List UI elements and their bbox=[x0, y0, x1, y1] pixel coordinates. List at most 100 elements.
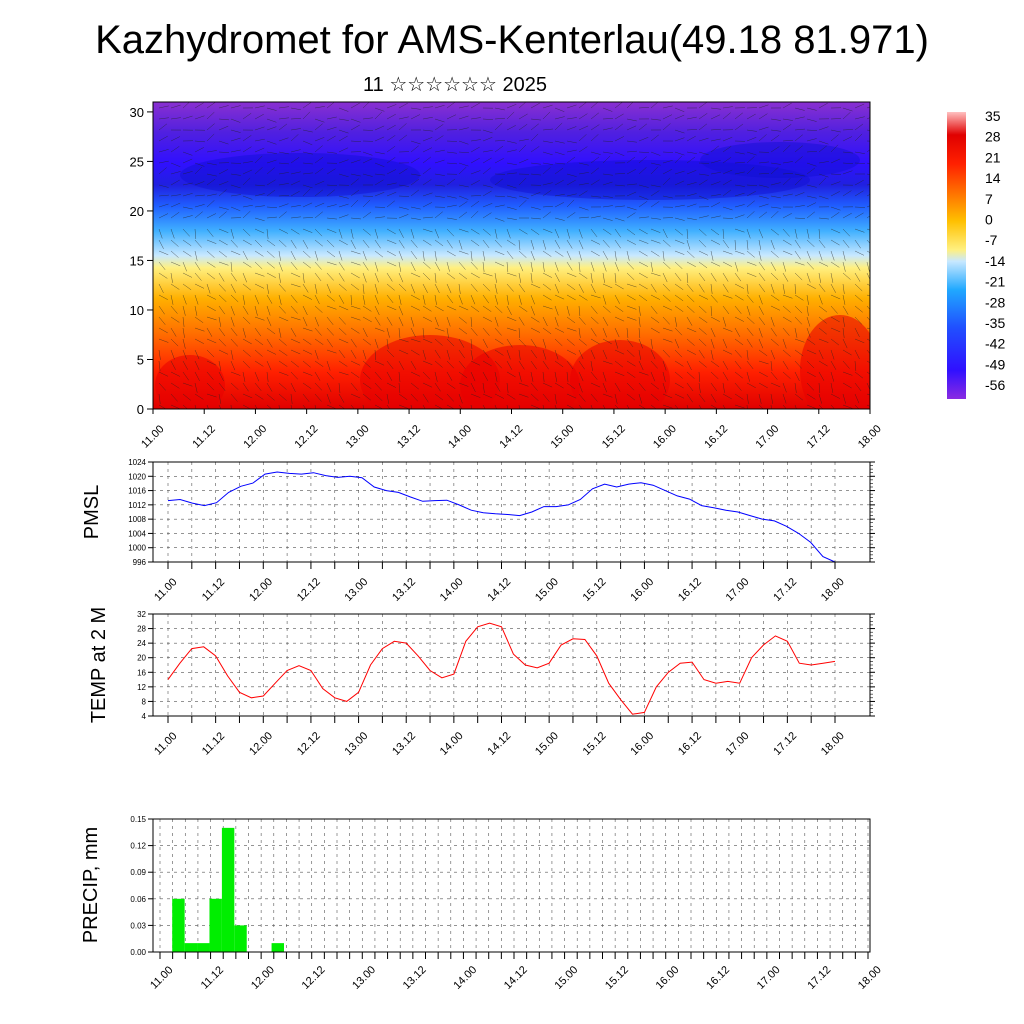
wind-barb bbox=[662, 261, 671, 269]
wind-barb bbox=[638, 184, 649, 188]
wind-barb bbox=[362, 239, 370, 249]
wind-barb bbox=[830, 228, 841, 234]
wind-barb bbox=[734, 393, 744, 400]
wind-barb bbox=[722, 272, 729, 282]
wind-barb bbox=[206, 150, 217, 153]
wind-barb bbox=[302, 129, 313, 133]
wind-barb bbox=[458, 211, 468, 219]
wind-barb bbox=[266, 338, 273, 348]
wind-barb bbox=[818, 283, 826, 293]
wind-barb bbox=[218, 125, 229, 131]
xtick-label: 11.12 bbox=[200, 576, 227, 603]
wind-barb bbox=[578, 360, 585, 370]
wind-barb bbox=[482, 349, 490, 359]
wind-barb bbox=[422, 349, 427, 360]
wind-barb bbox=[614, 261, 620, 272]
wind-barb bbox=[434, 250, 437, 261]
heatmap-xtick-label: 18.00 bbox=[856, 423, 884, 451]
wind-barb bbox=[710, 107, 721, 110]
wind-barb bbox=[302, 371, 313, 376]
wind-barb bbox=[350, 102, 360, 109]
wind-barb bbox=[638, 382, 646, 391]
wind-barb bbox=[806, 138, 817, 142]
xtick-label: 17.00 bbox=[755, 964, 783, 992]
wind-barb bbox=[566, 272, 577, 277]
wind-barb bbox=[530, 316, 540, 323]
wind-barb bbox=[782, 294, 793, 299]
wind-barb bbox=[590, 102, 599, 109]
wind-barb bbox=[182, 316, 185, 327]
wind-barb bbox=[758, 104, 769, 109]
wind-barb bbox=[302, 217, 313, 219]
wind-barb bbox=[170, 117, 181, 120]
wind-barb bbox=[674, 170, 685, 175]
wind-barb bbox=[650, 327, 660, 334]
wind-barb bbox=[302, 239, 309, 249]
wind-barb bbox=[350, 124, 360, 131]
wind-barb bbox=[350, 382, 358, 391]
wind-barb bbox=[218, 250, 228, 258]
wind-barb bbox=[170, 371, 181, 377]
wind-barb bbox=[782, 360, 789, 370]
wind-barb bbox=[722, 283, 729, 293]
wind-barb bbox=[266, 239, 276, 247]
wind-barb bbox=[482, 250, 486, 261]
wind-barb bbox=[494, 140, 505, 142]
wind-barb bbox=[242, 294, 246, 305]
wind-barb bbox=[458, 184, 469, 188]
wind-barb bbox=[254, 147, 265, 153]
wind-barb bbox=[326, 184, 337, 186]
wind-barb bbox=[314, 118, 325, 123]
wind-barb bbox=[518, 138, 529, 142]
wind-barb bbox=[194, 349, 200, 360]
wind-barb bbox=[794, 382, 797, 393]
temp-grid bbox=[153, 613, 870, 717]
wind-barb bbox=[698, 261, 708, 269]
wind-barb bbox=[794, 145, 803, 153]
wind-barb bbox=[230, 105, 241, 109]
wind-barb bbox=[782, 144, 791, 153]
wind-barb bbox=[530, 206, 541, 210]
wind-barb bbox=[842, 338, 848, 349]
wind-barb bbox=[782, 316, 792, 323]
wind-barb bbox=[590, 349, 596, 360]
wind-barb bbox=[866, 371, 870, 375]
wind-barb bbox=[386, 145, 396, 153]
wind-barb bbox=[770, 162, 781, 165]
wind-barb bbox=[470, 305, 480, 313]
wind-barb bbox=[194, 371, 200, 381]
wind-barb bbox=[518, 195, 529, 199]
xtick-label: 17.00 bbox=[724, 730, 752, 758]
wind-barb bbox=[362, 117, 373, 120]
wind-barb bbox=[746, 211, 755, 219]
wind-barb bbox=[842, 239, 850, 249]
wind-barb bbox=[782, 178, 791, 186]
wind-barb bbox=[674, 129, 685, 134]
wind-barb bbox=[530, 305, 535, 316]
wind-barb bbox=[818, 360, 828, 367]
wind-barb bbox=[842, 272, 851, 280]
wind-barb bbox=[398, 123, 407, 131]
wind-barb bbox=[626, 261, 635, 270]
wind-barb bbox=[602, 382, 608, 393]
wind-barb bbox=[722, 349, 733, 355]
precip-bar bbox=[172, 898, 185, 952]
wind-barb bbox=[650, 404, 657, 409]
wind-barb bbox=[866, 117, 870, 120]
wind-barb bbox=[686, 382, 694, 392]
xtick-label: 16.00 bbox=[654, 964, 682, 992]
wind-barb bbox=[290, 107, 301, 111]
wind-barb bbox=[554, 179, 564, 186]
wind-barb bbox=[350, 294, 352, 305]
wind-barb bbox=[182, 193, 193, 197]
wind-barb bbox=[350, 316, 361, 321]
heatmap-x-axis: 11.00 11.12 12.00 12.12 13.00 13.12 14.00 14.12… bbox=[139, 409, 884, 451]
wind-barb bbox=[638, 201, 648, 208]
ytick-label: 1020 bbox=[128, 472, 146, 481]
wind-barb bbox=[386, 228, 396, 235]
wind-barb bbox=[242, 210, 251, 219]
heatmap-xtick-label: 14.12 bbox=[497, 423, 525, 451]
wind-barb bbox=[554, 305, 559, 316]
wind-barb bbox=[758, 393, 762, 404]
wind-barb bbox=[398, 195, 409, 197]
